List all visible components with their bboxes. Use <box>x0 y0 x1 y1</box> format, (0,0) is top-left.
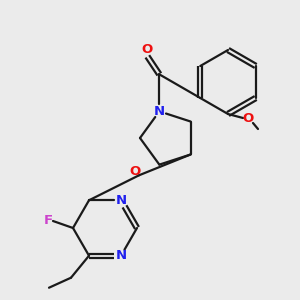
Text: O: O <box>242 112 253 125</box>
Text: N: N <box>116 194 127 207</box>
Text: O: O <box>129 165 140 178</box>
Text: N: N <box>154 105 165 118</box>
Text: O: O <box>142 43 153 56</box>
Text: F: F <box>44 214 52 226</box>
Text: N: N <box>116 249 127 262</box>
